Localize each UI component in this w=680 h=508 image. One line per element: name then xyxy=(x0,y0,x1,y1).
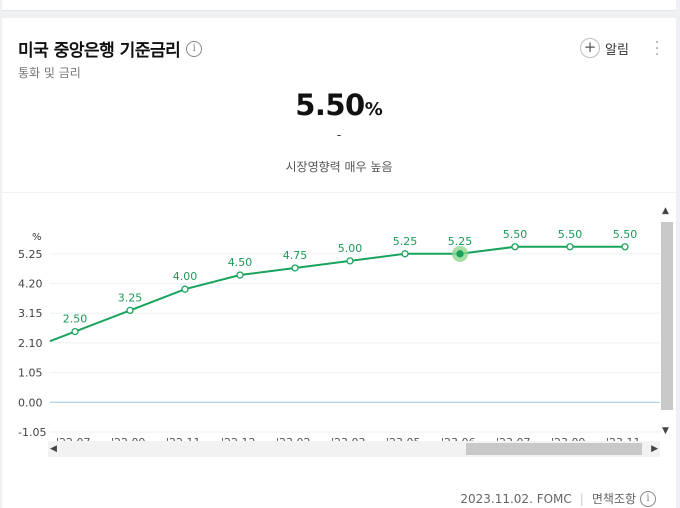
data-label: 3.25 xyxy=(118,291,143,304)
data-label: 4.00 xyxy=(173,270,198,283)
data-label: 5.50 xyxy=(503,228,528,241)
rate-change: - xyxy=(336,128,342,142)
y-tick-label: 3.15 xyxy=(18,307,43,320)
y-tick-label: 5.25 xyxy=(18,248,43,261)
scroll-right-arrow-icon[interactable]: ▶ xyxy=(651,444,658,454)
data-label: 5.50 xyxy=(558,228,583,241)
data-point xyxy=(456,250,464,258)
rate-display: 5.50% xyxy=(2,88,676,122)
divider xyxy=(2,192,676,193)
more-options-icon[interactable]: · · · xyxy=(654,35,660,63)
scroll-left-arrow-icon[interactable]: ◀ xyxy=(50,444,57,454)
y-tick-label: -1.05 xyxy=(18,426,46,439)
previous-card-bottom xyxy=(2,0,676,11)
vertical-scroll-thumb[interactable] xyxy=(661,222,673,410)
data-point xyxy=(236,271,244,279)
data-label: 5.00 xyxy=(338,242,363,255)
horizontal-scroll-thumb[interactable] xyxy=(466,443,642,455)
plus-icon: + xyxy=(580,38,600,58)
data-point xyxy=(291,264,299,272)
rate-value: 5.50 xyxy=(295,88,365,122)
date-source: 2023.11.02. FOMC xyxy=(460,491,572,506)
market-impact: 시장영향력 매우 높음 xyxy=(285,160,393,174)
data-point xyxy=(401,250,409,258)
data-label: 4.75 xyxy=(283,249,308,262)
rate-unit: % xyxy=(364,99,383,120)
card-title: 미국 중앙은행 기준금리 xyxy=(18,41,181,61)
alarm-button[interactable]: + 알림 xyxy=(580,38,629,58)
y-tick-label: 2.10 xyxy=(18,337,43,350)
data-label: 4.50 xyxy=(228,256,253,269)
data-label: 2.50 xyxy=(63,313,88,326)
data-label: 5.50 xyxy=(613,228,638,241)
rate-line-chart[interactable]: %5.254.203.152.101.050.00-1.05'22.07.'22… xyxy=(2,194,676,460)
data-point xyxy=(511,243,519,251)
disclaimer-info-icon[interactable]: i xyxy=(640,490,656,507)
interest-rate-card: 미국 중앙은행 기준금리 i 통화 및 금리 + 알림 · · · 5.50% - … xyxy=(2,18,676,508)
y-tick-label: 4.20 xyxy=(18,278,43,291)
title-row: 미국 중앙은행 기준금리 i xyxy=(18,36,203,61)
vertical-scrollbar[interactable]: ▲ ▼ xyxy=(660,206,674,436)
data-point xyxy=(181,285,189,293)
y-tick-label: 0.00 xyxy=(18,396,43,409)
data-point xyxy=(346,257,354,265)
y-axis-unit-label: % xyxy=(32,232,42,243)
info-icon[interactable]: i xyxy=(186,40,203,57)
footer: 2023.11.02. FOMC | 면책조항 i xyxy=(460,490,656,507)
footer-separator: | xyxy=(579,491,584,506)
data-point xyxy=(126,306,134,315)
data-point xyxy=(621,243,629,251)
series-line xyxy=(49,245,625,343)
data-label: 5.25 xyxy=(393,235,418,248)
alarm-label: 알림 xyxy=(605,42,629,58)
y-tick-label: 1.05 xyxy=(18,367,43,380)
card-subtitle: 통화 및 금리 xyxy=(18,66,81,80)
data-label: 5.25 xyxy=(448,235,473,248)
scroll-up-arrow-icon[interactable]: ▲ xyxy=(662,206,669,216)
scroll-down-arrow-icon[interactable]: ▼ xyxy=(662,426,669,436)
data-point xyxy=(71,327,79,336)
horizontal-scrollbar[interactable]: ◀ ▶ xyxy=(48,441,660,457)
disclaimer-link[interactable]: 면책조항 xyxy=(591,492,636,506)
data-point xyxy=(566,243,574,251)
